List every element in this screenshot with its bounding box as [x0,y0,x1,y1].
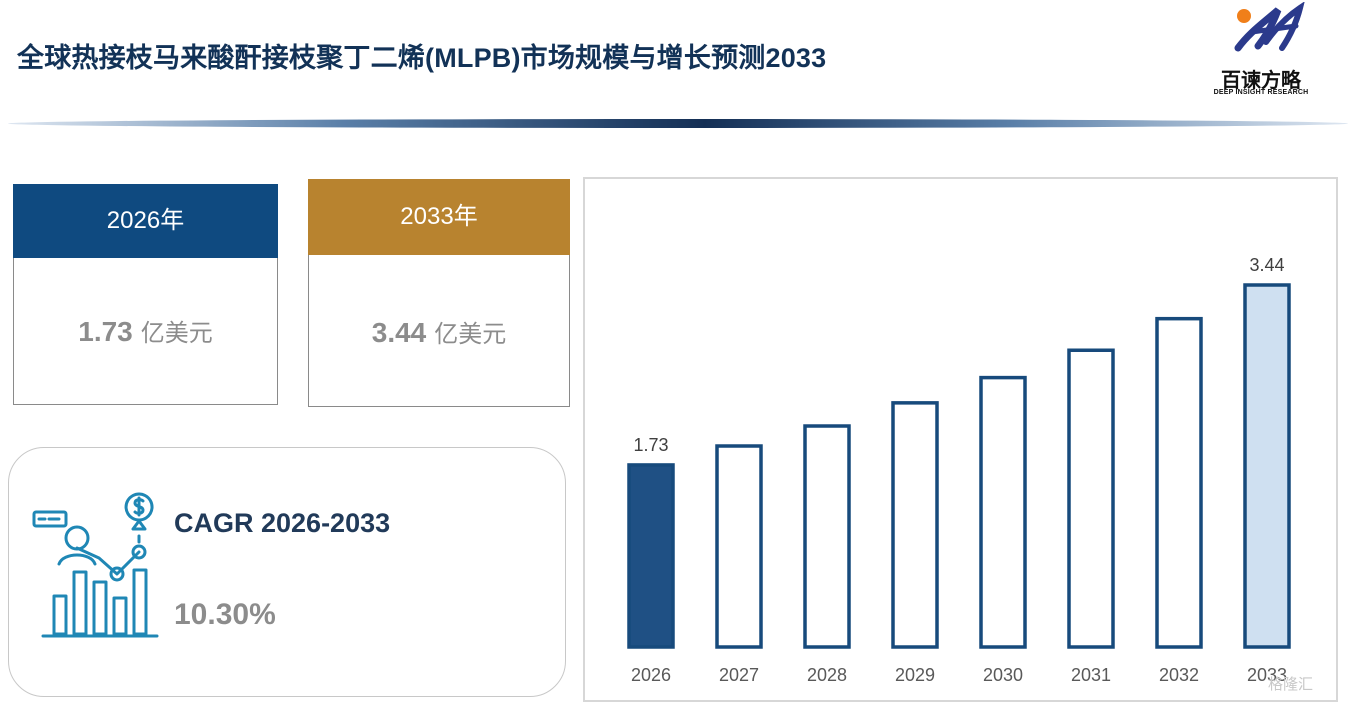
bar-2031 [1067,348,1115,649]
brand-logo: 百谏方略 DEEP INSIGHT RESEARCH [1208,2,1318,98]
bar-2030 [979,375,1027,649]
cagr-panel: CAGR 2026-2033 10.30% [8,447,566,697]
data-label-2033: 3.44 [1249,255,1284,275]
bar-2029 [891,401,939,649]
cagr-value: 10.30% [174,598,276,631]
page-title: 全球热接枝马来酸酐接枝聚丁二烯(MLPB)市场规模与增长预测2033 [17,43,827,73]
growth-chart-icon [32,492,159,638]
x-tick-label-2028: 2028 [807,665,847,685]
card-2033-header: 2033年 [308,179,570,255]
x-tick-label-2029: 2029 [895,665,935,685]
x-tick-label-2032: 2032 [1159,665,1199,685]
bar-2026 [627,463,675,649]
logo-name: 百谏方略 [1221,70,1301,92]
card-2026-value-row: 1.73 亿美元 [14,313,277,348]
card-2026: 2026年 1.73 亿美元 [13,184,278,405]
card-2026-unit: 亿美元 [140,320,213,347]
x-tick-label-2026: 2026 [631,665,671,685]
bar-2032 [1155,316,1203,649]
logo-tagline: DEEP INSIGHT RESEARCH [1213,89,1309,96]
x-tick-label-2031: 2031 [1071,665,1111,685]
card-2026-value: 1.73 [78,316,133,347]
bar-chart: 2026 1.73 2027 2028 2029 2030 2031 2032 2033 3.44 [627,255,1291,685]
x-tick-label-2033: 2033 [1247,665,1287,685]
cagr-label: CAGR 2026-2033 [174,508,391,538]
bar-2027 [715,444,763,649]
header-divider [8,119,1348,128]
x-tick-label-2027: 2027 [719,665,759,685]
bar-2028 [803,424,851,649]
brand-swirl-icon [1234,2,1305,52]
card-2026-header: 2026年 [13,184,278,258]
card-2033-value: 3.44 [371,317,427,348]
card-2033: 2033年 3.44 亿美元 [308,179,570,407]
data-label-2026: 1.73 [633,435,668,455]
bar-chart-panel: 2026 1.73 2027 2028 2029 2030 2031 2032 2033 3.44 [583,177,1338,702]
bar-2033 [1243,283,1291,649]
card-2033-unit: 亿美元 [434,321,507,348]
card-2033-value-row: 3.44 亿美元 [309,314,569,349]
watermark: 格隆汇 [1268,676,1314,693]
x-tick-label-2030: 2030 [983,665,1023,685]
